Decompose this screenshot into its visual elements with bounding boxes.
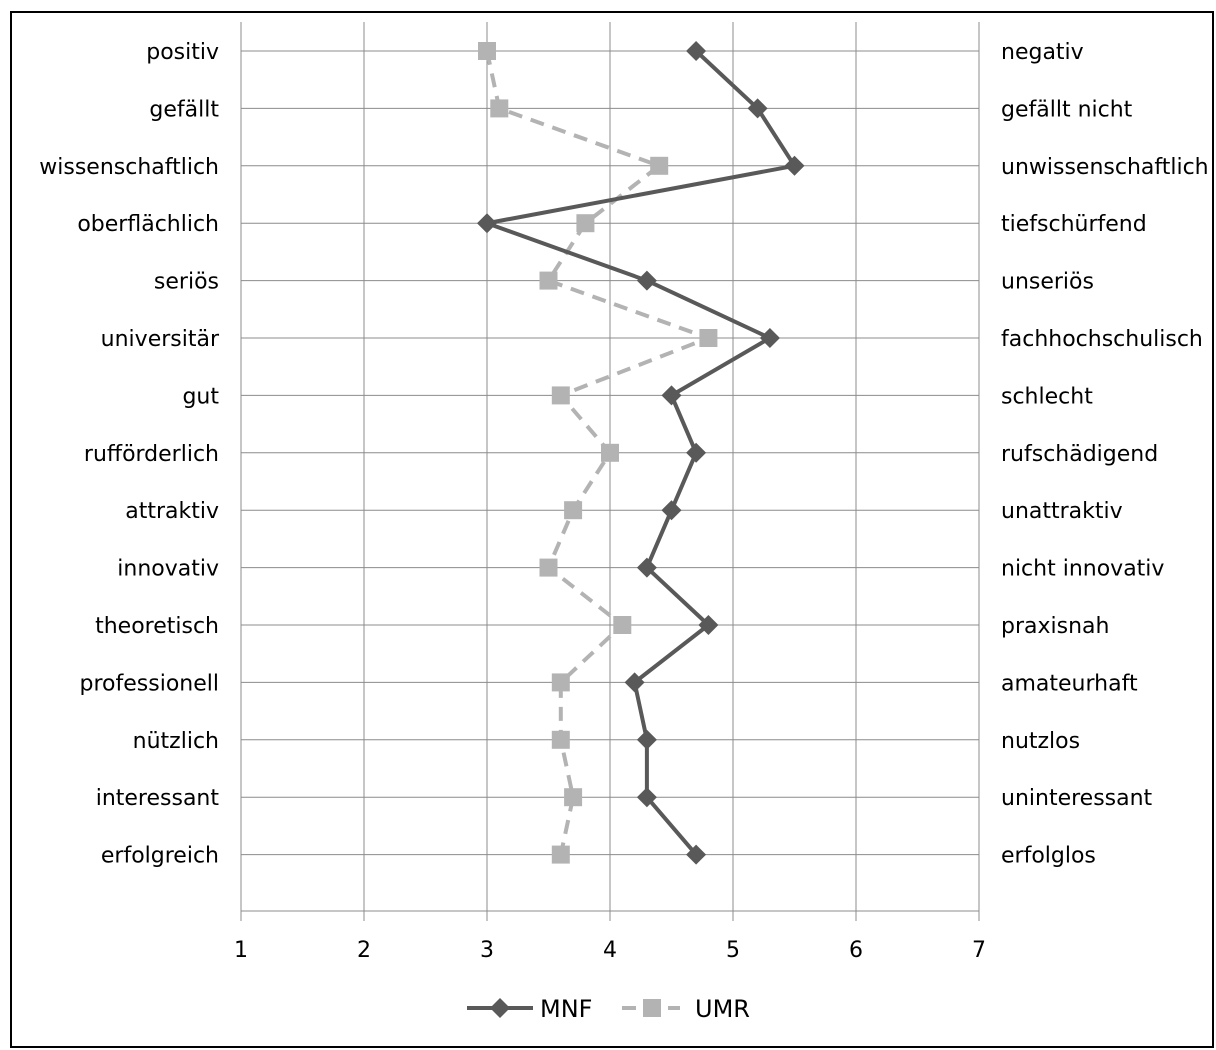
mnf-point: [624, 672, 645, 693]
left-label: rufförderlich: [84, 442, 219, 467]
right-label: amateurhaft: [1001, 671, 1138, 696]
mnf-point: [747, 98, 768, 119]
umr-point: [478, 42, 496, 60]
left-label: erfolgreich: [101, 844, 219, 869]
series-layer: [477, 41, 805, 865]
mnf-point: [477, 213, 497, 234]
mnf-point: [759, 328, 780, 348]
left-labels: positiv gefällt wissenschaftlich oberflächl…: [39, 40, 220, 869]
umr-point: [551, 845, 570, 864]
left-label: gefällt: [149, 97, 219, 122]
umr-point: [699, 329, 718, 347]
left-label: universitär: [101, 327, 220, 352]
umr-point: [576, 214, 595, 233]
right-label: negativ: [1001, 40, 1084, 65]
legend-mnf-label: MNF: [540, 995, 592, 1023]
right-label: uninteressant: [1001, 786, 1153, 811]
right-label: rufschädigend: [1001, 442, 1158, 467]
right-label: unwissenschaftlich: [1001, 155, 1209, 180]
mnf-point: [661, 385, 682, 406]
mnf-point: [636, 787, 657, 808]
mnf-point: [636, 270, 657, 291]
legend-umr-label: UMR: [695, 995, 750, 1023]
left-label: interessant: [96, 786, 220, 811]
left-label: theoretisch: [95, 614, 219, 639]
left-label: innovativ: [117, 557, 219, 582]
umr-point: [650, 156, 669, 175]
umr-point: [490, 99, 509, 118]
x-tick-label: 4: [603, 938, 617, 963]
umr-point: [613, 616, 632, 634]
x-tick-label: 3: [480, 938, 494, 963]
right-label: praxisnah: [1001, 614, 1109, 639]
umr-point: [551, 730, 570, 749]
x-tick-label: 1: [234, 938, 248, 963]
right-label: erfolglos: [1001, 844, 1096, 869]
umr-point: [643, 999, 661, 1017]
mnf-point: [490, 998, 510, 1018]
umr-point: [551, 386, 570, 405]
right-label: fachhochschulisch: [1001, 327, 1203, 352]
left-label: seriös: [154, 270, 219, 295]
x-tick-label: 5: [726, 938, 740, 963]
right-label: gefällt nicht: [1001, 97, 1133, 122]
right-label: tiefschürfend: [1001, 212, 1147, 237]
chart-frame: [10, 11, 1214, 1048]
x-tick-label: 6: [849, 938, 863, 963]
umr-point: [564, 501, 583, 520]
umr-point: [564, 788, 583, 807]
right-label: nutzlos: [1001, 729, 1080, 754]
x-axis-ticks: 1 2 3 4 5 6 7: [234, 938, 986, 963]
mnf-point: [636, 729, 657, 750]
umr-point: [551, 673, 570, 692]
umr-point: [601, 443, 619, 462]
right-label: unattraktiv: [1001, 499, 1123, 524]
mnf-point: [686, 442, 707, 463]
mnf-point: [686, 844, 707, 865]
mnf-point: [784, 155, 805, 176]
right-label: unseriös: [1001, 270, 1094, 295]
left-label: nützlich: [133, 729, 219, 754]
mnf-point: [661, 500, 682, 521]
legend: MNF UMR: [467, 995, 750, 1023]
left-label: gut: [182, 384, 219, 409]
left-label: professionell: [80, 671, 219, 696]
left-label: attraktiv: [125, 499, 219, 524]
grid: [240, 22, 980, 921]
right-labels: negativ gefällt nicht unwissenschaftlich ti…: [1001, 40, 1209, 869]
left-label: oberflächlich: [77, 212, 219, 237]
left-label: positiv: [146, 40, 219, 65]
umr-point: [539, 271, 558, 290]
umr-point: [539, 558, 558, 577]
mnf-point: [698, 615, 719, 635]
left-label: wissenschaftlich: [39, 155, 219, 180]
x-tick-label: 7: [972, 938, 986, 963]
right-label: schlecht: [1001, 384, 1093, 409]
mnf-point: [686, 41, 707, 61]
x-tick-label: 2: [357, 938, 371, 963]
right-label: nicht innovativ: [1001, 557, 1164, 582]
mnf-point: [636, 557, 657, 578]
